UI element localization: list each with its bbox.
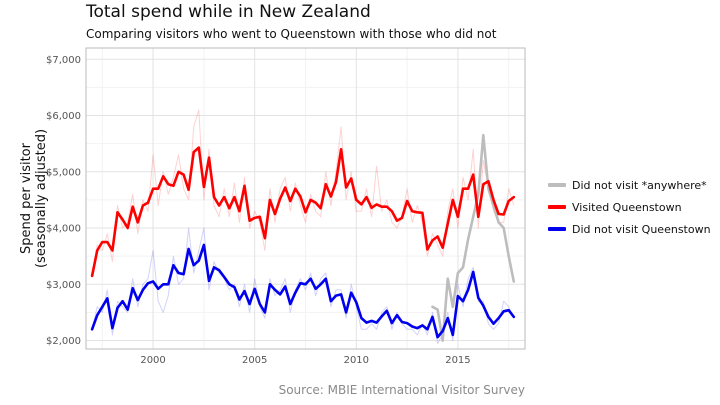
y-tick-label: $4,000 (46, 224, 81, 235)
legend-label: Visited Queenstown (572, 200, 682, 214)
raw-line (91, 109, 515, 276)
legend-label: Did not visit Queenstown (572, 222, 711, 236)
x-tick-label: 2005 (242, 355, 267, 366)
x-axis-ticks: 2000 2005 2010 2015 (140, 355, 470, 366)
y-tick-label: $7,000 (46, 55, 81, 66)
legend-swatch (548, 183, 566, 187)
chart-title: Total spend while in New Zealand (86, 2, 371, 22)
legend-swatch (548, 205, 566, 209)
legend-item-visited-queenstown[interactable]: Visited Queenstown (548, 196, 711, 218)
legend-item-did-not-visit-queenstown[interactable]: Did not visit Queenstown (548, 218, 711, 240)
series-line (431, 133, 516, 342)
y-tick-label: $3,000 (46, 280, 81, 291)
y-tick-label: $5,000 (46, 167, 81, 178)
series-line (90, 243, 516, 339)
plot-panel-border (85, 47, 526, 350)
raw-series-lines (91, 109, 515, 344)
y-axis-label-line: Spend per visitor (19, 142, 34, 254)
legend-swatch (548, 227, 566, 231)
x-tick-label: 2010 (344, 355, 369, 366)
y-axis-ticks: $2,000 $3,000 $4,000 $5,000 $6,000 $7,000 (46, 55, 81, 347)
legend-item-did-not-visit-anywhere[interactable]: Did not visit *anywhere* (548, 174, 711, 196)
chart-subtitle: Comparing visitors who went to Queenstow… (86, 27, 497, 41)
legend-label: Did not visit *anywhere* (572, 178, 707, 192)
legend: Did not visit *anywhere* Visited Queenst… (548, 174, 711, 240)
trend-series-lines (90, 133, 516, 342)
y-axis-label-line: (seasonally adjusted) (34, 129, 49, 268)
grid-lines (86, 48, 525, 349)
y-axis-label: Spend per visitor (seasonally adjusted) (19, 129, 49, 268)
series-line (90, 146, 516, 278)
x-tick-label: 2000 (140, 355, 165, 366)
y-tick-label: $6,000 (46, 111, 81, 122)
x-tick-label: 2015 (445, 355, 470, 366)
y-tick-label: $2,000 (46, 336, 81, 347)
source-caption: Source: MBIE International Visitor Surve… (278, 383, 525, 397)
